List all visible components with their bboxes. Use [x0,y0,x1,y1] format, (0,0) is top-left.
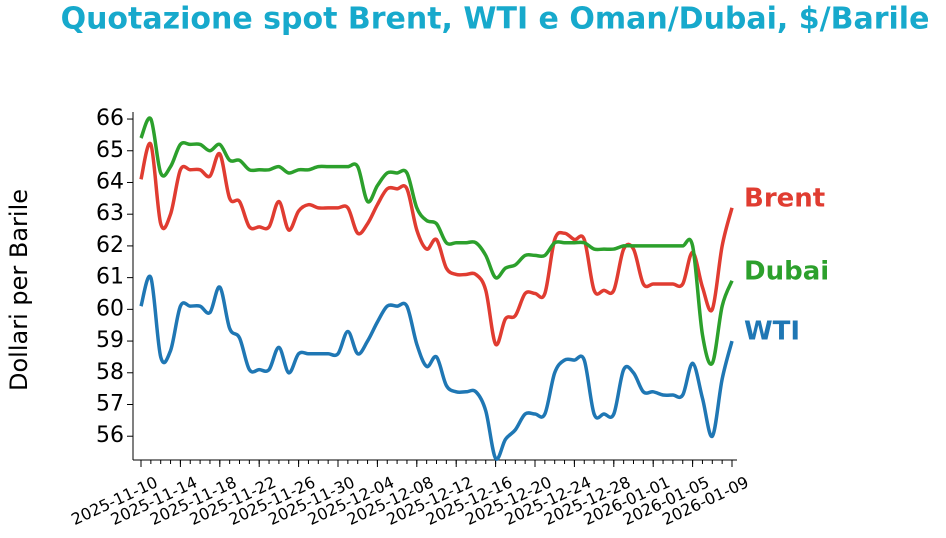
y-tick-label: 57 [96,391,124,416]
y-tick-label: 60 [96,296,124,321]
line [139,274,734,461]
chart-title: Quotazione spot Brent, WTI e Oman/Dubai,… [61,2,930,37]
y-tick-label: 63 [96,201,124,226]
y-tick-label: 62 [96,233,124,258]
y-tick-label: 65 [96,138,124,163]
legend-label: WTI [744,317,800,347]
y-tick-label: 58 [96,360,124,385]
line [139,141,734,347]
y-tick-label: 61 [96,265,124,290]
y-tick-label: 66 [96,106,124,131]
y-axis-label: Dollari per Barile [5,189,33,391]
y-tick-label: 59 [96,328,124,353]
line [139,116,734,366]
y-tick-label: 64 [96,169,124,194]
legend-label: Dubai [744,256,829,286]
y-tick-label: 56 [96,423,124,448]
legend-label: Brent [744,183,825,213]
